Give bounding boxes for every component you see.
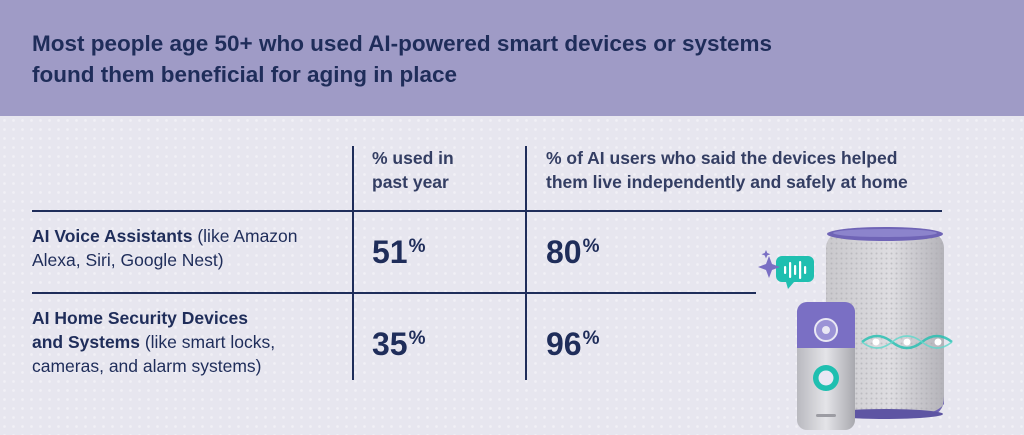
column-header-helped: % of AI users who said the devices helpe… <box>546 146 908 194</box>
column-header-helped-line-1: % of AI users who said the devices helpe… <box>546 148 898 168</box>
row-label-home-security-detail-3: cameras, and alarm systems) <box>32 356 262 376</box>
value-voice-helped: 80% <box>546 236 600 268</box>
sound-wave-icon <box>861 334 953 350</box>
smart-devices-illustration <box>758 227 953 430</box>
title-banner <box>0 0 1024 116</box>
value-security-used-unit: % <box>408 328 426 349</box>
column-divider-1 <box>352 146 354 380</box>
row-divider <box>32 292 756 294</box>
row-label-voice-assistants: AI Voice Assistants (like Amazon Alexa, … <box>32 224 298 272</box>
column-header-helped-line-2: them live independently and safely at ho… <box>546 172 908 192</box>
row-label-voice-assistants-bold: AI Voice Assistants <box>32 226 193 246</box>
row-label-home-security-bold-2: and Systems <box>32 332 140 352</box>
smart-speaker-icon <box>826 227 944 419</box>
value-security-helped-unit: % <box>582 328 600 349</box>
voice-chat-bubble-icon <box>776 256 814 289</box>
value-voice-helped-number: 80 <box>546 234 582 270</box>
column-header-used: % used in past year <box>372 146 454 194</box>
value-security-helped: 96% <box>546 328 600 360</box>
row-label-voice-assistants-detail-2: Alexa, Siri, Google Nest) <box>32 250 224 270</box>
video-doorbell-icon <box>797 302 855 430</box>
column-divider-2 <box>525 146 527 380</box>
column-header-used-line-2: past year <box>372 172 449 192</box>
row-label-home-security-bold-1: AI Home Security Devices <box>32 308 248 328</box>
value-security-used-number: 35 <box>372 326 408 362</box>
row-label-voice-assistants-detail-1: (like Amazon <box>192 226 298 246</box>
value-security-helped-number: 96 <box>546 326 582 362</box>
value-security-used: 35% <box>372 328 426 360</box>
value-voice-used-unit: % <box>408 236 426 257</box>
value-voice-helped-unit: % <box>582 236 600 257</box>
value-voice-used: 51% <box>372 236 426 268</box>
row-label-home-security: AI Home Security Devices and Systems (li… <box>32 306 275 378</box>
header-divider <box>32 210 942 212</box>
value-voice-used-number: 51 <box>372 234 408 270</box>
sparkle-icon <box>758 250 780 278</box>
row-label-home-security-detail-2: (like smart locks, <box>139 332 276 352</box>
column-header-used-line-1: % used in <box>372 148 454 168</box>
chart-title: Most people age 50+ who used AI-powered … <box>32 31 773 87</box>
